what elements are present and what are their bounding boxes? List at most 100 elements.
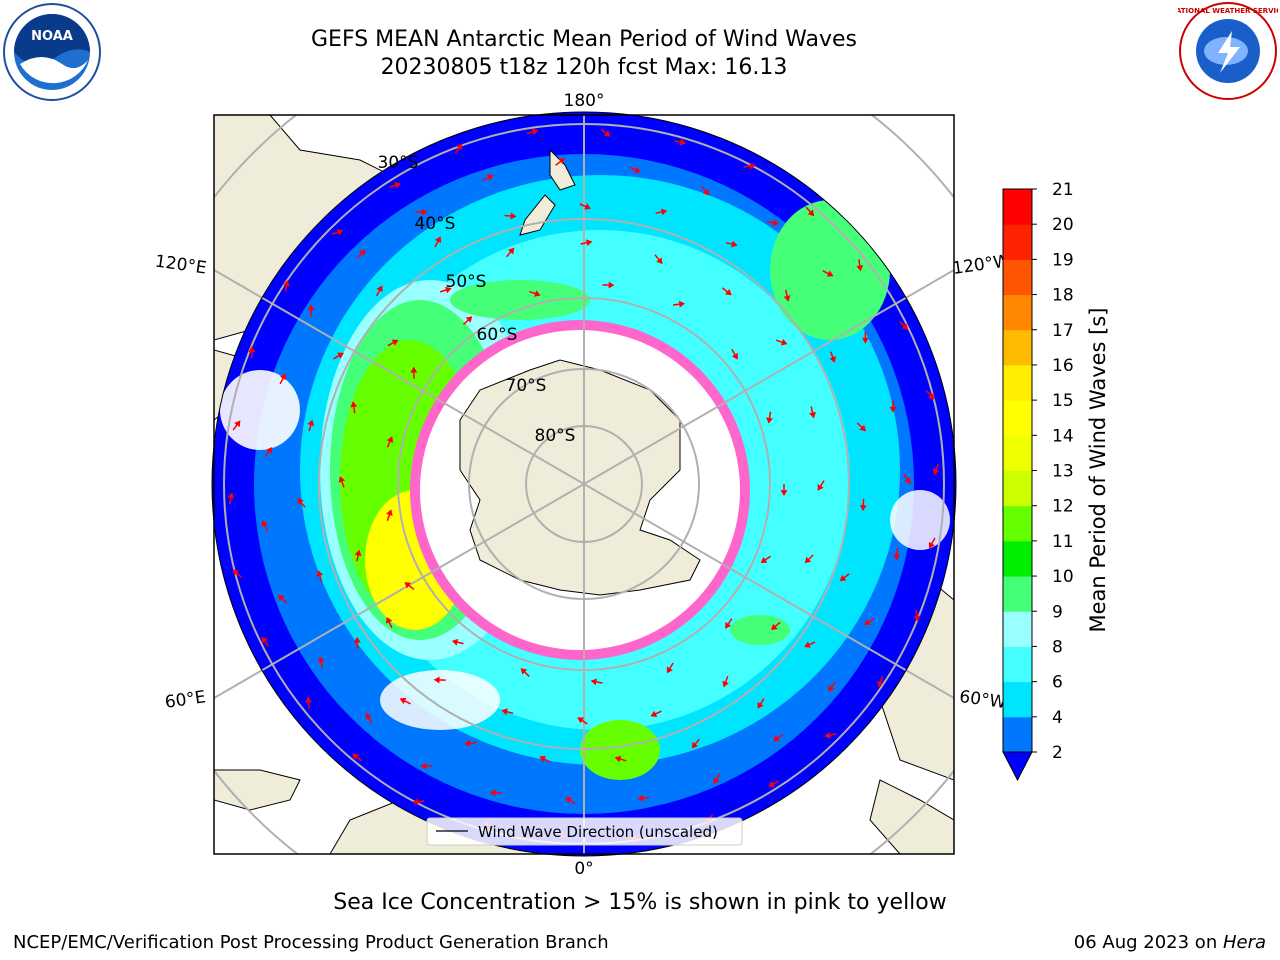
wind-arrow-head bbox=[725, 621, 732, 629]
wind-arrow-head bbox=[565, 797, 573, 804]
wind-arrow-head bbox=[510, 212, 517, 220]
wind-arrow-head bbox=[766, 417, 773, 424]
credit-date-text: 06 Aug 2023 on bbox=[1073, 932, 1223, 953]
map-legend: Wind Wave Direction (unscaled) bbox=[426, 817, 743, 846]
colorbar-segment bbox=[1003, 611, 1032, 647]
wind-arrow-head bbox=[804, 556, 812, 564]
wind-arrow-head bbox=[863, 618, 871, 625]
wind-arrow-head bbox=[703, 188, 710, 196]
colorbar-segment bbox=[1003, 329, 1032, 366]
wind-arrow-head bbox=[307, 304, 315, 311]
colorbar-segment bbox=[1003, 224, 1032, 260]
nws-logo-text: NATIONAL WEATHER SERVICE bbox=[1178, 7, 1278, 15]
wind-arrow-head bbox=[539, 756, 546, 763]
map-boundary bbox=[211, 111, 957, 857]
wind-arrow-head bbox=[279, 373, 287, 381]
colorbar-segment bbox=[1003, 400, 1032, 436]
wind-arrow-head bbox=[809, 411, 816, 419]
wind-arrow-head bbox=[757, 701, 764, 709]
colorbar-tick-label: 6 bbox=[1052, 673, 1063, 693]
wind-arrow-head bbox=[489, 789, 496, 797]
colorbar-tick-label: 10 bbox=[1052, 567, 1074, 587]
wind-arrow-head bbox=[780, 490, 788, 496]
wind-arrow-head bbox=[261, 520, 268, 527]
wind-arrow-head bbox=[394, 181, 401, 189]
wind-arrow-head bbox=[386, 509, 393, 516]
wind-arrow-head bbox=[283, 280, 290, 287]
noaa-logo-text: NOAA bbox=[31, 29, 73, 44]
colorbar-tick-label: 12 bbox=[1052, 497, 1074, 517]
wind-arrow-head bbox=[780, 338, 788, 346]
wind-arrow-head bbox=[770, 623, 778, 631]
wind-arrow-head bbox=[760, 556, 768, 564]
wind-arrow-head bbox=[901, 323, 909, 330]
wind-arrow-head bbox=[277, 594, 285, 602]
wind-arrow-head bbox=[456, 143, 463, 151]
colorbar-tick-label: 20 bbox=[1052, 215, 1074, 235]
colorbar-segment bbox=[1003, 716, 1032, 753]
wind-arrow-head bbox=[261, 636, 268, 644]
colorbar-under-extension bbox=[1002, 751, 1033, 782]
wind-arrow-head bbox=[889, 406, 897, 413]
wind-arrow-head bbox=[932, 468, 940, 475]
wind-arrow-head bbox=[350, 401, 358, 408]
wind-arrow-head bbox=[391, 339, 399, 346]
colorbar-tick-label: 21 bbox=[1052, 180, 1074, 200]
wind-arrow-head bbox=[804, 641, 811, 648]
wind-arrow-head bbox=[585, 239, 593, 247]
wind-arrow-head bbox=[666, 666, 673, 674]
colorbar-tick-label: 15 bbox=[1052, 391, 1074, 411]
colorbar-segment bbox=[1003, 540, 1032, 577]
wind-arrow-head bbox=[861, 337, 869, 344]
wind-arrow-head bbox=[893, 554, 901, 561]
colorbar-tick-label: 13 bbox=[1052, 462, 1074, 482]
colorbar-segment bbox=[1003, 505, 1032, 542]
wind-arrow-head bbox=[826, 270, 834, 277]
wind-arrow-head bbox=[336, 228, 344, 236]
wind-arrow-head bbox=[577, 717, 585, 724]
wind-arrow-head bbox=[508, 247, 515, 255]
wind-arrow-head bbox=[420, 762, 427, 770]
wind-arrow-head bbox=[434, 236, 442, 244]
wind-arrow-head bbox=[928, 541, 935, 549]
wind-arrow-head bbox=[859, 424, 867, 432]
noaa-logo: NOAA bbox=[3, 3, 101, 101]
wind-arrow-head bbox=[307, 419, 315, 427]
wind-arrow-head bbox=[584, 203, 591, 210]
credit-date: 06 Aug 2023 on Hera bbox=[1074, 932, 1266, 953]
wind-arrow-head bbox=[749, 162, 756, 170]
wind-arrow-head bbox=[305, 696, 313, 703]
colorbar-label: Mean Period of Wind Waves [s] bbox=[1086, 308, 1110, 633]
wind-arrow-head bbox=[266, 447, 273, 454]
wind-arrow-head bbox=[520, 668, 528, 675]
colorbar-segment bbox=[1003, 681, 1032, 718]
wind-arrow-head bbox=[904, 477, 911, 485]
colorbar-segment bbox=[1003, 259, 1032, 296]
wind-arrow-head bbox=[404, 582, 412, 589]
wind-arrow-head bbox=[817, 483, 824, 491]
wind-arrow-head bbox=[603, 130, 611, 137]
wind-arrow-head bbox=[317, 656, 325, 663]
wind-arrow-head bbox=[829, 356, 837, 363]
wind-arrow-head bbox=[412, 798, 419, 806]
wind-arrow-head bbox=[465, 316, 473, 323]
wind-arrow-head bbox=[248, 346, 256, 353]
wind-arrow-head bbox=[856, 265, 864, 272]
wind-arrow-head bbox=[859, 505, 867, 511]
colorbar-tick-label: 16 bbox=[1052, 356, 1074, 376]
wind-arrow-head bbox=[316, 570, 324, 577]
credit-organization: NCEP/EMC/Verification Post Processing Pr… bbox=[13, 932, 609, 953]
wind-arrow-head bbox=[839, 574, 847, 582]
graticule bbox=[214, 115, 954, 854]
wind-arrow-head bbox=[828, 685, 835, 692]
colorbar-segment bbox=[1003, 646, 1032, 683]
colorbar-tick-label: 11 bbox=[1052, 532, 1074, 552]
lat-label-70s: 70°S bbox=[506, 376, 547, 396]
wind-arrow-head bbox=[691, 741, 699, 749]
wind-arrow-head bbox=[614, 755, 622, 763]
wind-arrow-head bbox=[768, 780, 775, 788]
lon-label-60w: 60°W bbox=[958, 687, 1007, 713]
wind-arrow-head bbox=[376, 285, 383, 293]
chart-subtitle: 20230805 t18z 120h fcst Max: 16.13 bbox=[380, 55, 788, 80]
wind-arrow-head bbox=[386, 617, 393, 624]
